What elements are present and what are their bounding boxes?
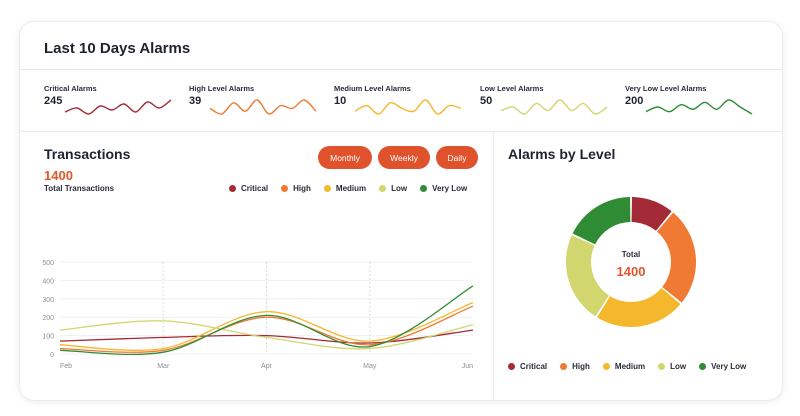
y-tick-label: 500 — [42, 260, 54, 267]
y-tick-label: 400 — [42, 278, 54, 285]
legend-dot — [699, 363, 707, 370]
alarms-by-level-title: Alarms by Level — [508, 146, 616, 162]
legend-item-very-low: Very Low — [699, 362, 746, 371]
sparkline-path — [64, 99, 172, 115]
legend-item-medium: Medium — [602, 362, 646, 371]
transactions-legend: Critical High Medium Low Very Low — [229, 184, 467, 193]
legend-item-critical: Critical — [229, 184, 268, 193]
legend-label: Critical — [241, 184, 269, 193]
transactions-title: Transactions — [44, 146, 131, 162]
weekly-button[interactable]: Weekly — [378, 146, 430, 169]
kpi-label: Critical Alarms — [44, 84, 97, 93]
legend-label: Low — [670, 362, 687, 371]
y-tick-label: 0 — [50, 352, 54, 359]
donut-slice-critical — [631, 197, 672, 231]
legend-item-high: High — [281, 184, 311, 193]
y-tick-label: 200 — [42, 315, 54, 322]
kpi-sparkline — [354, 99, 462, 115]
y-tick-label: 300 — [42, 297, 54, 304]
legend-label: High — [293, 184, 311, 193]
series-line-critical — [59, 329, 474, 344]
legend-item-critical: Critical — [508, 362, 547, 371]
sparkline-path — [209, 99, 317, 115]
legend-item-high: High — [560, 362, 590, 371]
kpi-value: 39 — [189, 95, 202, 107]
donut-slice-very-low — [572, 197, 631, 245]
legend-dot — [229, 185, 236, 192]
sparkline-path — [645, 99, 753, 115]
kpi-sparkline — [64, 99, 172, 115]
x-tick-label: Jun — [462, 363, 473, 370]
kpi-value: 245 — [44, 95, 63, 107]
legend-dot — [323, 185, 331, 192]
legend-label: Very Low — [432, 184, 468, 193]
legend-item-low: Low — [658, 362, 686, 371]
kpi-value: 10 — [334, 95, 347, 107]
monthly-button[interactable]: Monthly — [318, 146, 372, 169]
kpi-critical: Critical Alarms 245 — [44, 70, 189, 132]
kpi-low: Low Level Alarms 50 — [480, 70, 625, 132]
kpi-value: 200 — [625, 95, 644, 107]
sparkline-path — [500, 99, 608, 115]
legend-item-low: Low — [379, 184, 407, 193]
legend-dot — [602, 363, 610, 370]
kpi-sparkline — [645, 99, 753, 115]
donut-slice-low — [566, 235, 610, 317]
alarms-donut-chart — [566, 197, 696, 327]
kpi-label: High Level Alarms — [189, 84, 255, 93]
daily-button[interactable]: Daily — [436, 146, 478, 169]
donut-slice-high — [656, 212, 696, 303]
kpi-high: High Level Alarms 39 — [189, 70, 334, 132]
kpi-very-low: Very Low Level Alarms 200 — [625, 70, 770, 132]
kpi-medium: Medium Level Alarms 10 — [334, 70, 479, 132]
legend-item-medium: Medium — [323, 184, 367, 193]
kpi-row: Critical Alarms 245 High Level Alarms 39… — [20, 70, 782, 132]
sparkline-path — [354, 99, 462, 115]
legend-label: Low — [391, 184, 408, 193]
legend-item-very-low: Very Low — [420, 184, 467, 193]
legend-dot — [379, 185, 387, 192]
transactions-line-chart: 0 100 200 300 400 500 Feb Mar Apr May Jun — [42, 260, 474, 370]
series-line-very-low — [59, 285, 474, 356]
x-tick-label: Apr — [261, 363, 273, 370]
series-line-low — [59, 320, 474, 350]
legend-dot — [560, 363, 568, 370]
y-tick-label: 100 — [42, 334, 54, 341]
legend-label: Very Low — [711, 362, 747, 371]
donut-center-label: Total — [621, 250, 641, 259]
kpi-label: Medium Level Alarms — [334, 84, 411, 93]
legend-dot — [658, 363, 666, 370]
kpi-sparkline — [500, 99, 608, 115]
page-title: Last 10 Days Alarms — [44, 40, 191, 57]
legend-dot — [508, 363, 515, 370]
x-tick-label: May — [363, 363, 377, 370]
kpi-label: Low Level Alarms — [480, 84, 544, 93]
legend-label: Critical — [520, 362, 548, 371]
donut-slice-medium — [596, 287, 681, 327]
donut-legend: Critical High Medium Low Very Low — [508, 362, 746, 371]
card-header: Last 10 Days Alarms — [20, 22, 782, 70]
transactions-total: 1400 — [44, 168, 73, 183]
section-divider — [493, 132, 494, 400]
kpi-label: Very Low Level Alarms — [625, 84, 707, 93]
series-line-high — [59, 305, 474, 353]
donut-center-value: 1400 — [616, 264, 646, 279]
x-tick-label: Feb — [60, 363, 72, 370]
kpi-sparkline — [209, 99, 317, 115]
kpi-value: 50 — [480, 95, 493, 107]
legend-label: Medium — [335, 184, 367, 193]
legend-dot — [281, 185, 289, 192]
x-tick-label: Mar — [157, 363, 170, 370]
transactions-total-label: Total Transactions — [44, 184, 115, 193]
legend-dot — [420, 185, 428, 192]
legend-label: High — [572, 362, 590, 371]
legend-label: Medium — [614, 362, 646, 371]
